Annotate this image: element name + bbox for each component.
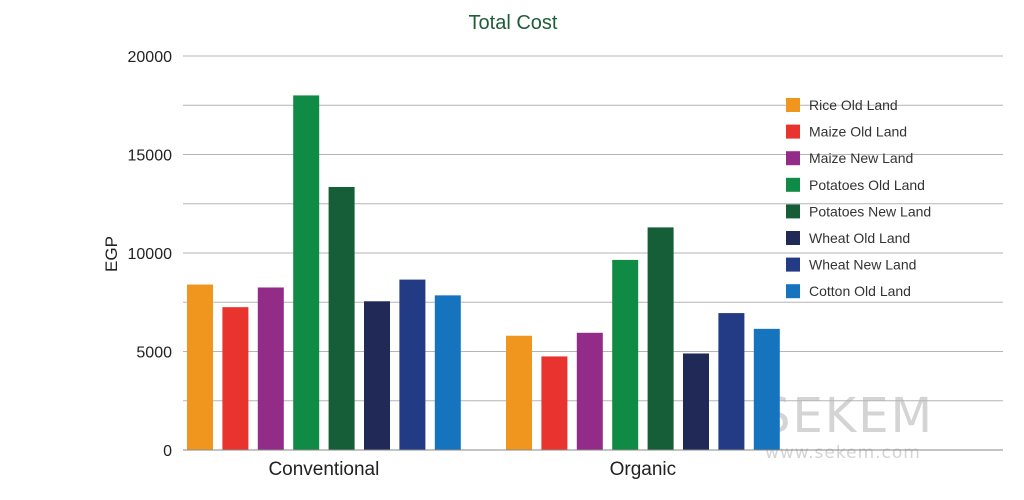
bar — [541, 356, 568, 450]
legend: Rice Old Land Maize Old Land Maize New Lan… — [786, 97, 931, 299]
category-label: Conventional — [268, 459, 379, 480]
bar — [187, 284, 213, 450]
legend-label: Potatoes Old Land — [809, 177, 925, 193]
category-labels: Conventional Organic — [268, 459, 676, 480]
legend-label: Maize New Land — [809, 150, 913, 166]
y-tick-label: 5000 — [136, 345, 172, 362]
legend-swatch — [786, 151, 800, 166]
y-tick-label: 0 — [163, 443, 172, 460]
bar — [683, 353, 709, 450]
legend-swatch — [786, 257, 800, 272]
bar — [364, 301, 390, 450]
bar — [718, 313, 745, 450]
legend-swatch — [786, 98, 800, 112]
legend-swatch — [786, 124, 800, 139]
bar — [576, 332, 603, 450]
category-label: Organic — [610, 459, 677, 480]
bar — [222, 307, 249, 450]
bar — [399, 279, 426, 450]
legend-swatch — [786, 231, 800, 245]
y-axis-ticks: 0 5000 10000 15000 20000 — [128, 49, 173, 460]
bar — [753, 328, 780, 450]
legend-label: Wheat New Land — [809, 257, 916, 273]
legend-swatch — [786, 204, 800, 219]
chart-title: Total Cost — [469, 12, 558, 34]
bar — [293, 95, 320, 451]
gridlines — [183, 55, 1003, 402]
bar — [328, 187, 355, 450]
watermark-brand: SEKEM — [760, 388, 934, 444]
watermark-url: www.sekem.com — [765, 443, 921, 463]
bar — [647, 227, 674, 450]
legend-swatch — [786, 284, 800, 299]
y-tick-label: 10000 — [128, 246, 173, 263]
legend-label: Rice Old Land — [809, 97, 898, 113]
legend-label: Maize Old Land — [809, 124, 907, 140]
y-tick-label: 15000 — [128, 148, 173, 165]
legend-label: Potatoes New Land — [809, 203, 931, 219]
y-axis-label: EGP — [102, 236, 121, 272]
y-tick-label: 20000 — [128, 49, 173, 66]
bar — [434, 295, 461, 450]
bar — [506, 335, 532, 450]
legend-label: Cotton Old Land — [809, 283, 911, 299]
bar — [612, 259, 639, 450]
legend-swatch — [786, 177, 800, 192]
bar — [257, 287, 284, 450]
bars — [187, 95, 780, 451]
watermark: SEKEM www.sekem.com — [760, 388, 934, 463]
legend-label: Wheat Old Land — [809, 230, 910, 246]
